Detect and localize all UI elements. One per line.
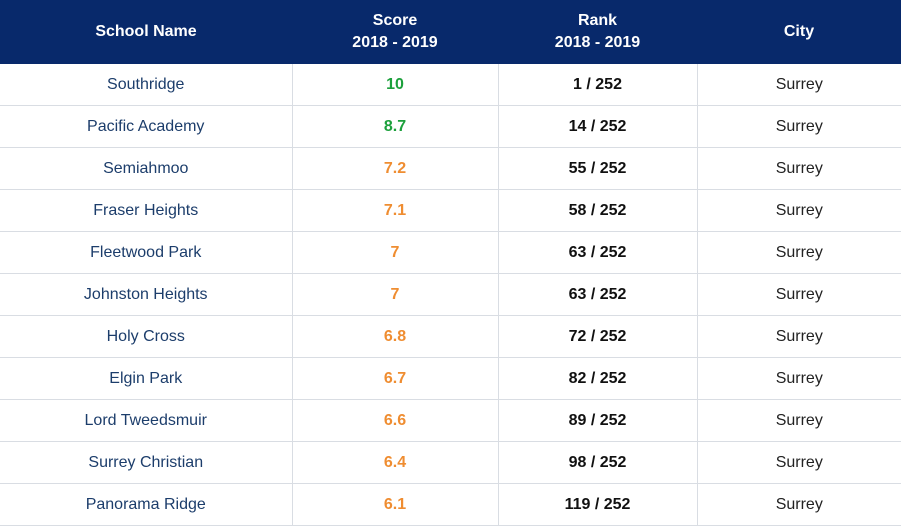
header-school-name-label: School Name: [95, 23, 197, 40]
header-rank-label: Rank: [577, 12, 618, 29]
city-value: Surrey: [696, 189, 901, 232]
header-score-label: Score: [372, 12, 418, 29]
city-value: Surrey: [696, 483, 901, 526]
city-value: Surrey: [696, 315, 901, 358]
table-row: Southridge 10 1 / 252 Surrey: [0, 64, 901, 106]
rank-value: 1 / 252: [497, 64, 697, 106]
header-row: School Name Score 2018 - 2019 Rank 2018 …: [0, 0, 901, 64]
rank-value: 55 / 252: [497, 147, 697, 190]
table-row: Lord Tweedsmuir 6.6 89 / 252 Surrey: [0, 399, 901, 442]
header-rank[interactable]: Rank 2018 - 2019: [498, 0, 697, 64]
school-name-link[interactable]: Johnston Heights: [0, 273, 292, 316]
score-value: 7.1: [291, 189, 498, 232]
rank-value: 98 / 252: [497, 441, 697, 484]
score-value: 10: [291, 64, 498, 106]
city-value: Surrey: [696, 147, 901, 190]
school-name-link[interactable]: Elgin Park: [0, 357, 292, 400]
rank-value: 72 / 252: [497, 315, 697, 358]
city-value: Surrey: [696, 273, 901, 316]
score-value: 6.1: [291, 483, 498, 526]
rank-value: 82 / 252: [497, 357, 697, 400]
school-name-link[interactable]: Semiahmoo: [0, 147, 292, 190]
header-rank-period: 2018 - 2019: [554, 34, 641, 51]
school-name-link[interactable]: Lord Tweedsmuir: [0, 399, 292, 442]
table-row: Fraser Heights 7.1 58 / 252 Surrey: [0, 189, 901, 232]
table-row: Surrey Christian 6.4 98 / 252 Surrey: [0, 441, 901, 484]
header-city[interactable]: City: [697, 0, 901, 64]
header-score-period: 2018 - 2019: [352, 34, 438, 51]
city-value: Surrey: [696, 441, 901, 484]
score-value: 8.7: [291, 105, 498, 148]
score-value: 7: [291, 231, 498, 274]
rank-value: 63 / 252: [497, 231, 697, 274]
score-value: 6.6: [291, 399, 498, 442]
table-row: Panorama Ridge 6.1 119 / 252 Surrey: [0, 483, 901, 526]
table-row: Fleetwood Park 7 63 / 252 Surrey: [0, 231, 901, 274]
city-value: Surrey: [696, 64, 901, 106]
table-row: Pacific Academy 8.7 14 / 252 Surrey: [0, 105, 901, 148]
school-name-link[interactable]: Pacific Academy: [0, 105, 292, 148]
table-row: Johnston Heights 7 63 / 252 Surrey: [0, 273, 901, 316]
header-school-name[interactable]: School Name: [0, 0, 292, 64]
school-name-link[interactable]: Holy Cross: [0, 315, 292, 358]
school-name-link[interactable]: Panorama Ridge: [0, 483, 292, 526]
city-value: Surrey: [696, 399, 901, 442]
rank-value: 119 / 252: [497, 483, 697, 526]
rank-value: 63 / 252: [497, 273, 697, 316]
city-value: Surrey: [696, 357, 901, 400]
city-value: Surrey: [696, 105, 901, 148]
score-value: 6.7: [291, 357, 498, 400]
score-value: 7: [291, 273, 498, 316]
header-city-label: City: [783, 23, 815, 40]
table-row: Semiahmoo 7.2 55 / 252 Surrey: [0, 147, 901, 190]
score-value: 6.4: [291, 441, 498, 484]
table-body: Southridge 10 1 / 252 Surrey Pacific Academy…: [0, 64, 901, 526]
school-name-link[interactable]: Fraser Heights: [0, 189, 292, 232]
score-value: 7.2: [291, 147, 498, 190]
score-value: 6.8: [291, 315, 498, 358]
header-score[interactable]: Score 2018 - 2019: [292, 0, 498, 64]
table-row: Holy Cross 6.8 72 / 252 Surrey: [0, 315, 901, 358]
rank-value: 89 / 252: [497, 399, 697, 442]
school-name-link[interactable]: Surrey Christian: [0, 441, 292, 484]
school-name-link[interactable]: Fleetwood Park: [0, 231, 292, 274]
table-header: School Name Score 2018 - 2019 Rank 2018 …: [0, 0, 901, 64]
school-name-link[interactable]: Southridge: [0, 64, 292, 106]
rank-value: 58 / 252: [497, 189, 697, 232]
table-row: Elgin Park 6.7 82 / 252 Surrey: [0, 357, 901, 400]
rank-value: 14 / 252: [497, 105, 697, 148]
city-value: Surrey: [696, 231, 901, 274]
